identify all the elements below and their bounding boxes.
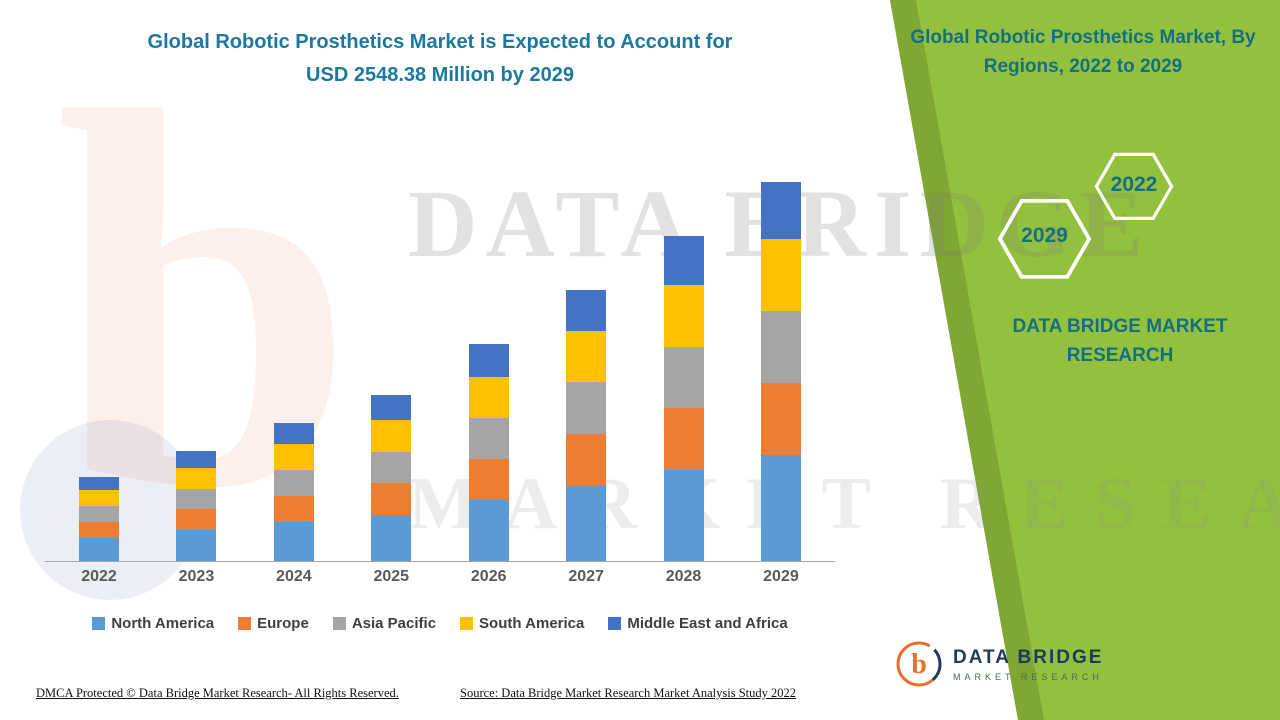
bar-segment-asia-pacific: [468, 417, 509, 459]
hexagon-outline-icon: [997, 198, 1092, 279]
hexagon-year-2029: 2029: [1021, 224, 1068, 247]
chart-legend: North America Europe Asia Pacific South Ame…: [40, 615, 840, 632]
stacked-bar-2025: [371, 395, 412, 561]
bar-segment-asia-pacific: [663, 346, 704, 409]
legend-item-asia-pacific: Asia Pacific: [332, 615, 437, 632]
stacked-bar-2024: [273, 423, 314, 561]
x-axis-label-2022: 2022: [81, 568, 117, 585]
bar-segment-north-america: [371, 514, 412, 561]
footer-dmca-text: DMCA Protected © Data Bridge Market Rese…: [36, 686, 399, 700]
stacked-bar-2027: [566, 290, 607, 561]
legend-label: South America: [479, 615, 585, 632]
legend-swatch-icon: [608, 617, 622, 630]
bar-segment-north-america: [79, 537, 119, 561]
hexagon-badge-2022: 2022: [1094, 152, 1174, 220]
hexagon-year-2022: 2022: [1110, 173, 1158, 196]
bar-segment-south-america: [79, 489, 119, 506]
stacked-bar-2029: [760, 182, 801, 561]
legend-label: Middle East and Africa: [627, 615, 788, 632]
legend-label: Asia Pacific: [351, 615, 437, 632]
bar-segment-north-america: [760, 454, 801, 561]
bar-segment-europe: [468, 459, 509, 501]
bar-segment-middle-east-and-africa: [663, 236, 704, 285]
bar-segment-north-america: [663, 470, 704, 561]
bar-segment-europe: [176, 509, 217, 531]
chart-title: Global Robotic Prosthetics Market is Exp…: [40, 26, 840, 92]
legend-swatch-icon: [92, 617, 106, 630]
x-axis-label-2029: 2029: [763, 568, 799, 585]
bar-segment-europe: [663, 408, 704, 470]
bar-segment-asia-pacific: [566, 382, 607, 434]
bar-segment-north-america: [566, 485, 607, 561]
bar-segment-europe: [79, 521, 119, 538]
legend-swatch-icon: [460, 617, 474, 630]
hexagon-badge-2029: 2029: [997, 198, 1092, 279]
legend-swatch-icon: [238, 617, 252, 630]
svg-text:b: b: [911, 649, 927, 680]
chart-title-line1: Global Robotic Prosthetics Market is Exp…: [147, 31, 733, 53]
bar-segment-south-america: [760, 239, 801, 311]
x-axis-label-2028: 2028: [665, 568, 702, 585]
bar-plot-area: [45, 170, 835, 562]
bar-segment-asia-pacific: [176, 488, 217, 510]
bar-segment-south-america: [663, 284, 704, 347]
brand-text-line2: RESEARCH: [1066, 345, 1174, 367]
brand-text: DATA BRIDGE MARKET RESEARCH: [955, 312, 1280, 371]
bar-segment-europe: [566, 433, 607, 486]
watermark-text-line2: MARKET RESEARCH: [408, 463, 1280, 545]
bar-segment-middle-east-and-africa: [760, 182, 801, 240]
stacked-bar-2022: [79, 477, 119, 561]
bar-segment-south-america: [371, 420, 412, 452]
legend-label: North America: [111, 615, 215, 632]
chart-title-line2: USD 2548.38 Million by 2029: [306, 64, 574, 86]
databridge-logo-icon: b: [896, 641, 942, 687]
bar-segment-europe: [371, 483, 412, 515]
databridge-logo: b DATA BRIDGE MARKET RESEARCH: [895, 640, 1103, 688]
bar-segment-middle-east-and-africa: [176, 451, 217, 468]
bar-segment-asia-pacific: [371, 451, 412, 484]
bar-segment-middle-east-and-africa: [566, 290, 607, 331]
bar-segment-south-america: [566, 330, 607, 383]
bar-segment-north-america: [273, 522, 314, 561]
logo-name: DATA BRIDGE: [953, 646, 1104, 668]
bar-segment-europe: [760, 382, 801, 455]
x-axis-labels: 2022 2023 2024 2025 2026 2027 2028 2029: [45, 568, 835, 586]
bar-segment-south-america: [176, 467, 217, 489]
bar-segment-north-america: [468, 500, 509, 561]
hexagon-outline-icon: [1094, 152, 1174, 220]
bar-segment-middle-east-and-africa: [468, 344, 509, 377]
legend-item-north-america: North America: [92, 615, 214, 632]
bar-segment-asia-pacific: [760, 310, 801, 383]
stacked-bar-2026: [468, 344, 509, 561]
brand-text-line1: DATA BRIDGE MARKET: [1012, 316, 1228, 337]
x-axis-label-2023: 2023: [178, 568, 215, 585]
bar-segment-south-america: [468, 376, 509, 418]
bar-segment-middle-east-and-africa: [79, 477, 119, 490]
legend-label: Europe: [257, 615, 309, 632]
panel-title: Global Robotic Prosthetics Market, By Re…: [910, 27, 1256, 77]
legend-swatch-icon: [332, 617, 346, 630]
legend-item-europe: Europe: [238, 615, 309, 632]
legend-item-south-america: South America: [460, 615, 584, 632]
bar-segment-middle-east-and-africa: [371, 395, 412, 421]
bar-segment-south-america: [273, 443, 314, 471]
databridge-logo-text: DATA BRIDGE MARKET RESEARCH: [953, 647, 1103, 682]
x-axis-label-2025: 2025: [373, 568, 410, 585]
stacked-bar-2028: [663, 236, 704, 561]
legend-item-middle-east-and-africa: Middle East and Africa: [608, 615, 788, 632]
logo-tagline: MARKET RESEARCH: [953, 671, 1103, 682]
bar-segment-asia-pacific: [79, 505, 119, 522]
footer-source-text: Source: Data Bridge Market Research Mark…: [460, 686, 797, 700]
x-axis-label-2026: 2026: [470, 568, 507, 585]
x-axis-label-2024: 2024: [276, 568, 312, 585]
bar-segment-middle-east-and-africa: [273, 423, 314, 444]
bar-segment-asia-pacific: [273, 470, 314, 497]
x-axis-label-2027: 2027: [568, 568, 604, 585]
bar-segment-north-america: [176, 530, 217, 561]
stacked-bar-2023: [176, 451, 217, 561]
bar-segment-europe: [273, 496, 314, 523]
